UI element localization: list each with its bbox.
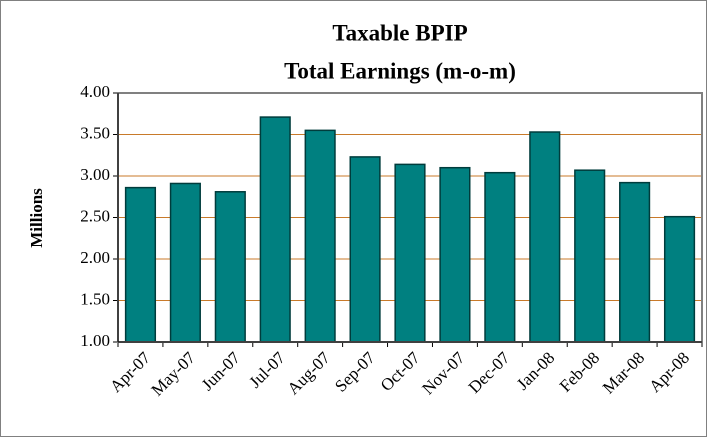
bar: [484, 171, 516, 343]
bar: [169, 182, 201, 343]
y-tick-label: 3.50: [80, 123, 110, 142]
y-tick-label: 3.00: [80, 165, 110, 184]
bar: [124, 186, 157, 343]
bar: [529, 131, 561, 343]
bar: [439, 166, 471, 343]
y-tick-label: 4.00: [80, 82, 110, 101]
chart-title: Taxable BPIP: [332, 20, 467, 45]
y-tick-label: 2.50: [80, 206, 110, 225]
bar: [663, 215, 696, 343]
y-tick-label: 1.00: [80, 331, 110, 350]
bar: [394, 163, 426, 343]
y-tick-label: 2.00: [80, 248, 110, 267]
y-axis-label: Millions: [27, 188, 46, 248]
bar: [259, 116, 291, 343]
bar: [349, 156, 381, 343]
bar: [214, 191, 246, 343]
bar: [574, 169, 606, 343]
bar: [619, 181, 651, 343]
chart-subtitle: Total Earnings (m-o-m): [284, 58, 516, 83]
bar: [304, 129, 336, 343]
y-tick-label: 1.50: [80, 289, 110, 308]
